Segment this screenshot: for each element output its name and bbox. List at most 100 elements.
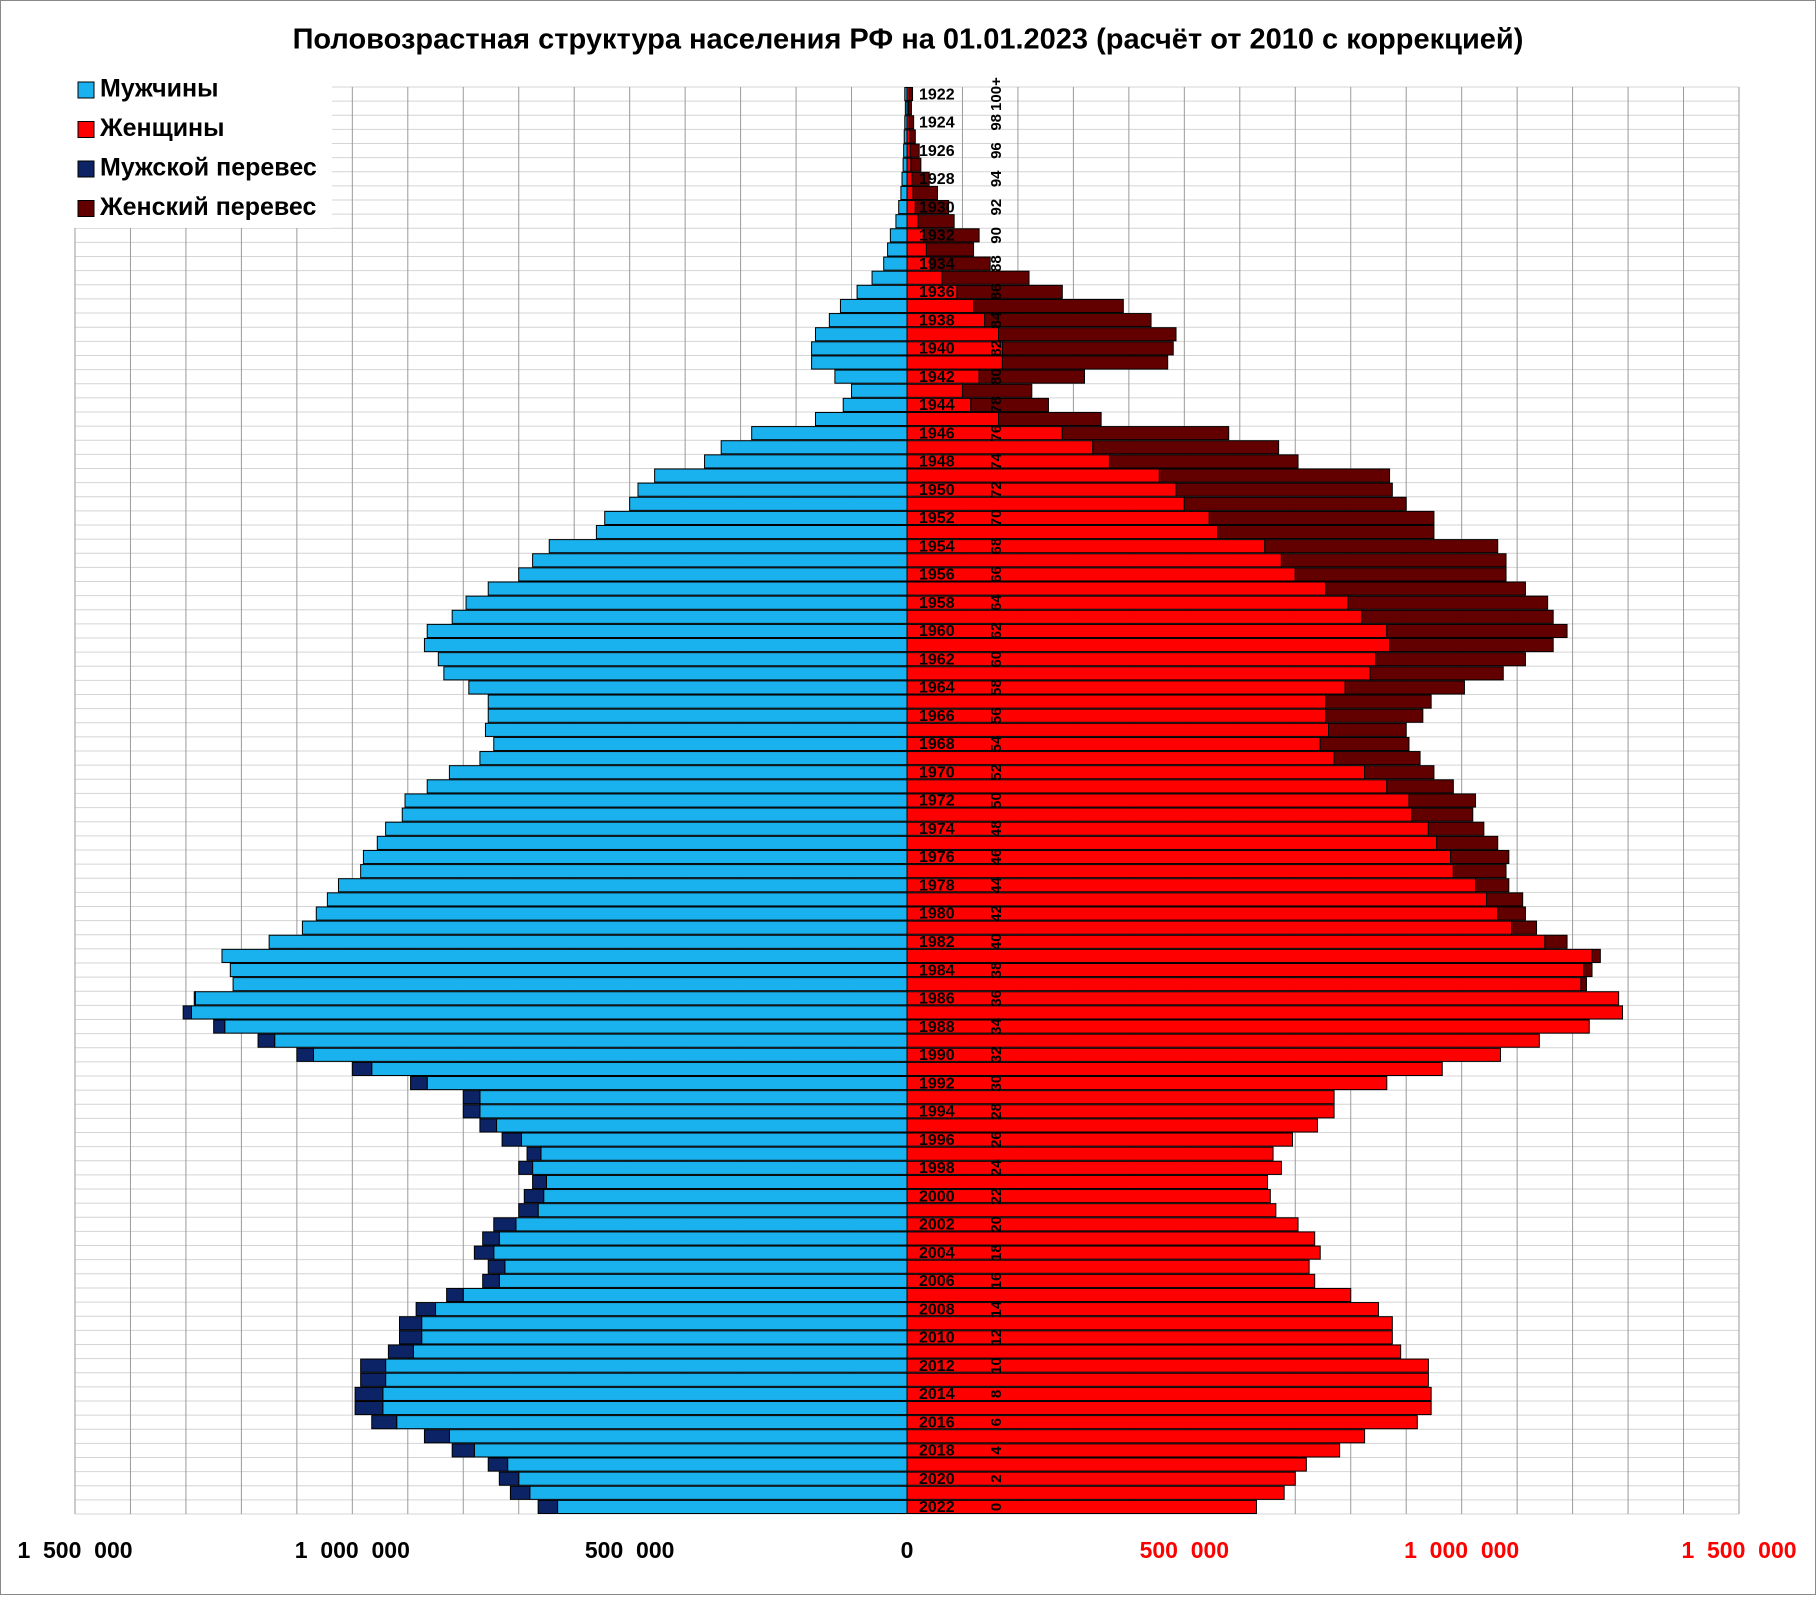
female-excess-bar bbox=[1511, 920, 1538, 935]
female-bar bbox=[906, 411, 1000, 427]
female-bar bbox=[906, 1203, 1277, 1218]
male-bar bbox=[811, 355, 908, 370]
male-bar bbox=[465, 595, 908, 610]
year-label: 2012 bbox=[919, 1358, 955, 1375]
year-label: 1928 bbox=[919, 171, 955, 188]
female-bar bbox=[906, 991, 1620, 1006]
male-excess-bar bbox=[523, 1189, 545, 1204]
female-excess-bar bbox=[1183, 496, 1407, 511]
female-bar bbox=[906, 807, 1413, 822]
female-bar bbox=[906, 1118, 1318, 1133]
male-bar bbox=[404, 793, 908, 808]
female-bar bbox=[906, 1457, 1307, 1472]
male-bar bbox=[443, 666, 908, 681]
male-excess-bar bbox=[415, 1302, 437, 1317]
female-bar bbox=[906, 793, 1410, 808]
age-label: 84 bbox=[988, 311, 1005, 328]
female-bar bbox=[906, 722, 1330, 737]
year-label: 1998 bbox=[919, 1160, 955, 1177]
male-bar bbox=[229, 962, 908, 978]
year-label: 2016 bbox=[919, 1414, 955, 1431]
year-label: 2008 bbox=[919, 1301, 955, 1318]
female-bar bbox=[906, 1090, 1335, 1105]
year-label: 1986 bbox=[919, 991, 955, 1008]
male-bar bbox=[487, 581, 908, 596]
female-bar bbox=[906, 1033, 1540, 1048]
female-excess-bar bbox=[1544, 934, 1568, 949]
female-excess-bar bbox=[910, 157, 922, 172]
male-excess-bar bbox=[193, 991, 196, 1006]
male-bar bbox=[479, 1104, 908, 1119]
male-bar bbox=[473, 1443, 908, 1458]
male-bar bbox=[504, 1259, 908, 1274]
female-bar bbox=[906, 1358, 1429, 1373]
chart-title: Половозрастная структура населения РФ на… bbox=[293, 24, 1524, 56]
female-bar bbox=[906, 327, 1000, 342]
year-label: 1940 bbox=[919, 341, 955, 358]
x-tick-label: 1 500 000 bbox=[17, 1537, 132, 1563]
year-label: 2004 bbox=[919, 1245, 955, 1262]
age-label: 16 bbox=[988, 1273, 1005, 1290]
age-label: 88 bbox=[988, 255, 1005, 272]
male-bar bbox=[301, 920, 908, 935]
female-bar bbox=[906, 779, 1388, 794]
year-label: 1972 bbox=[919, 793, 955, 810]
male-excess-bar bbox=[423, 1429, 450, 1444]
year-label: 1950 bbox=[919, 482, 955, 499]
female-excess-bar bbox=[1001, 341, 1174, 356]
male-bar bbox=[811, 341, 908, 356]
female-excess-bar bbox=[908, 87, 914, 102]
female-excess-bar bbox=[1386, 779, 1454, 794]
male-excess-bar bbox=[182, 1005, 192, 1020]
female-bar bbox=[906, 1174, 1269, 1190]
male-bar bbox=[487, 708, 908, 723]
age-label: 34 bbox=[988, 1018, 1005, 1035]
age-label: 60 bbox=[988, 651, 1005, 668]
age-label: 64 bbox=[988, 594, 1005, 611]
male-bar bbox=[839, 298, 908, 314]
year-label: 1978 bbox=[919, 877, 955, 894]
age-label: 72 bbox=[988, 481, 1005, 498]
female-bar bbox=[906, 623, 1388, 639]
female-bar bbox=[906, 595, 1349, 610]
male-bar bbox=[515, 1217, 908, 1232]
female-bar bbox=[906, 1344, 1402, 1359]
female-bar bbox=[906, 1019, 1590, 1034]
male-bar bbox=[814, 411, 908, 427]
male-excess-bar bbox=[354, 1400, 384, 1416]
female-excess-bar bbox=[1475, 878, 1510, 893]
age-label: 54 bbox=[988, 735, 1005, 752]
male-bar bbox=[883, 256, 908, 271]
male-bar bbox=[337, 878, 908, 893]
male-bar bbox=[484, 722, 908, 737]
year-label: 1942 bbox=[919, 369, 955, 386]
male-bar bbox=[412, 1344, 908, 1359]
female-bar bbox=[906, 1231, 1316, 1246]
female-bar bbox=[906, 1316, 1393, 1331]
male-bar bbox=[493, 736, 908, 752]
year-label: 1930 bbox=[919, 199, 955, 216]
female-bar bbox=[906, 270, 943, 285]
male-excess-bar bbox=[487, 1259, 506, 1274]
age-label: 32 bbox=[988, 1046, 1005, 1063]
male-bar bbox=[557, 1499, 908, 1515]
male-bar bbox=[421, 1330, 908, 1345]
age-label: 42 bbox=[988, 905, 1005, 922]
year-label: 1974 bbox=[919, 821, 955, 838]
age-label: 30 bbox=[988, 1075, 1005, 1092]
female-excess-bar bbox=[908, 115, 915, 130]
year-label: 1964 bbox=[919, 680, 955, 697]
year-label: 1938 bbox=[919, 312, 955, 329]
x-tick-label: 0 bbox=[901, 1537, 914, 1563]
female-bar bbox=[906, 920, 1513, 935]
female-bar bbox=[906, 1330, 1393, 1345]
age-label: 0 bbox=[988, 1503, 1005, 1511]
female-bar bbox=[906, 892, 1488, 907]
age-label: 24 bbox=[988, 1159, 1005, 1176]
male-bar bbox=[751, 426, 908, 441]
female-bar bbox=[906, 440, 1094, 455]
legend-background bbox=[70, 74, 332, 228]
female-bar bbox=[906, 1302, 1379, 1317]
female-bar bbox=[906, 1005, 1624, 1020]
